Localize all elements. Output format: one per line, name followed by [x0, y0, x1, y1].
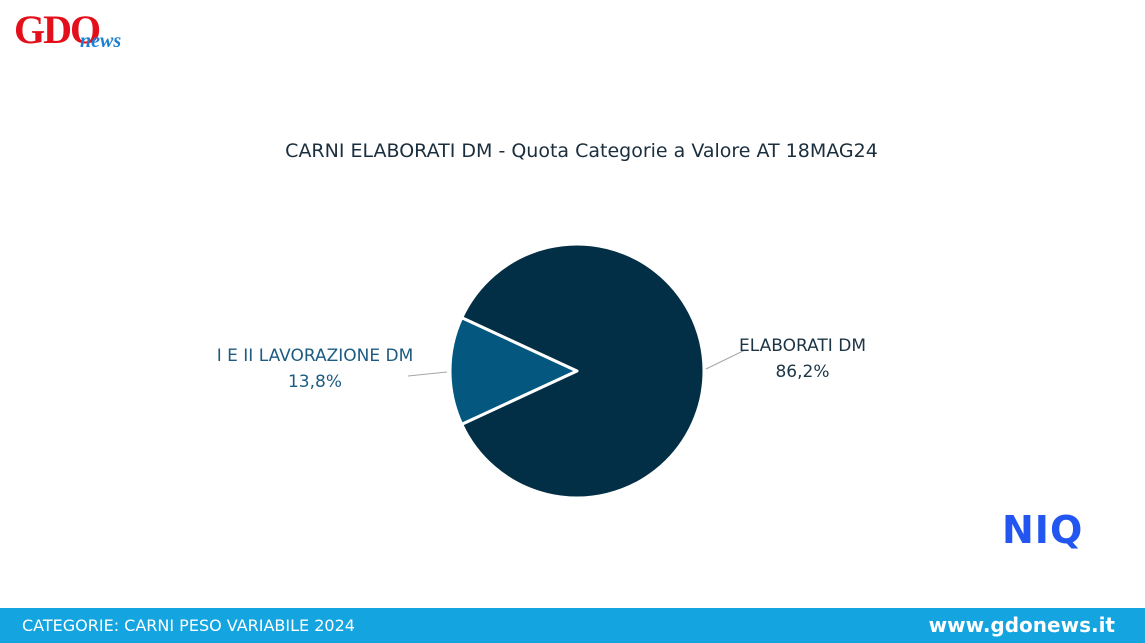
- brand-logo: NIQ: [1002, 508, 1084, 552]
- footer-link: www.gdonews.it: [928, 613, 1115, 637]
- leader-line: [407, 371, 448, 377]
- chart-title: CARNI ELABORATI DM - Quota Categorie a V…: [285, 140, 878, 162]
- chart: [407, 242, 746, 500]
- category-label: ELABORATI DM: [739, 336, 866, 356]
- pie-slice: [448, 316, 579, 426]
- footer-text: CATEGORIE: CARNI PESO VARIABILE 2024: [22, 616, 355, 635]
- logo: GDO: [14, 7, 101, 52]
- data-label: I E II LAVORAZIONE DM 13,8%: [205, 343, 425, 395]
- leader-line: [705, 349, 746, 370]
- data-label: ELABORATI DM 86,2%: [735, 333, 870, 385]
- pie-slice: [460, 242, 706, 500]
- logo-sub: news: [80, 30, 122, 52]
- footer-bar: [0, 608, 1145, 643]
- category-label: I E II LAVORAZIONE DM: [216, 346, 414, 366]
- value-label: 13,8%: [287, 372, 342, 392]
- value-label: 86,2%: [775, 362, 830, 382]
